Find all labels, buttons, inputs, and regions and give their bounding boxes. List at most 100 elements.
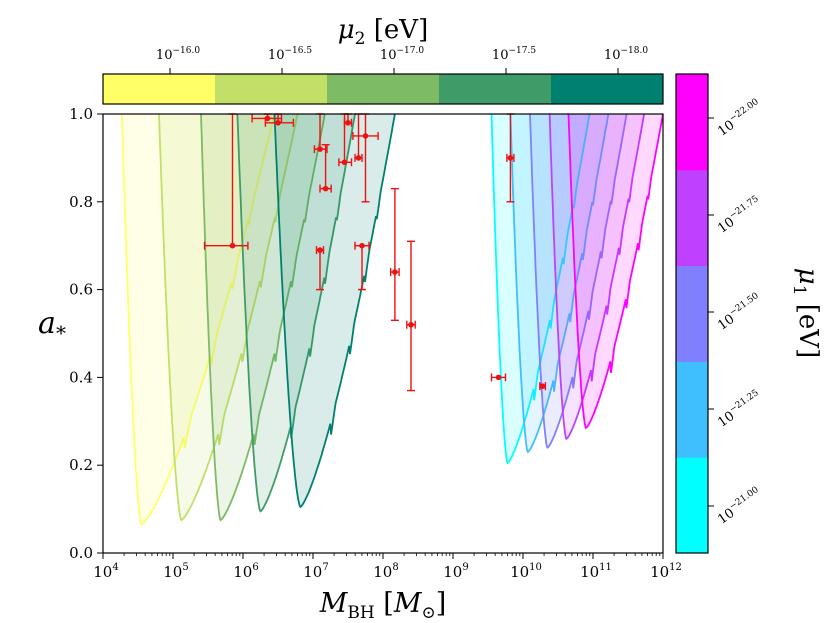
right-colorbar-tick-label-group: 10−21.25 — [714, 388, 765, 431]
x-tick-label: 106 — [233, 562, 258, 581]
bh-measurement — [315, 246, 325, 291]
bh-measurement — [390, 187, 400, 322]
exclusion-region-fill — [549, 114, 645, 439]
exclusion-region-fill — [510, 114, 609, 452]
x-tick-label: 105 — [163, 562, 188, 581]
bh-measurement — [354, 241, 370, 291]
bh-measurement — [313, 113, 328, 154]
exclusion-region-fill — [237, 114, 355, 512]
exclusion-regions — [121, 114, 663, 526]
right-colorbar-cell — [676, 265, 708, 362]
plot-background — [103, 114, 663, 553]
measurement-point — [275, 119, 281, 126]
top-colorbar-tick-label: 10−17.5 — [492, 46, 536, 63]
bh-measurements — [203, 113, 547, 392]
top-colorbar-ticks: 10−16.0 10−16.5 10−17.0 10−17.5 10−18.0 — [156, 46, 648, 74]
right-colorbar-tick-label: 10−21.75 — [714, 194, 765, 237]
y-tick-label: 1.0 — [69, 105, 93, 123]
y-tick-label: 0.6 — [69, 281, 93, 299]
exclusion-region-fill — [159, 114, 298, 521]
exclusion-region-fill — [530, 114, 627, 448]
top-colorbar: μ2 [eV] 10−16.0 10−16.5 10−17.0 10−17.5 10−1… — [102, 15, 664, 105]
right-colorbar: 10−21.00 10−21.25 10−21.50 10−21.75 10−22.00… — [675, 73, 823, 554]
bh-measurement — [203, 113, 249, 250]
exclusion-region-fill — [274, 114, 395, 507]
top-colorbar-cells — [103, 74, 664, 104]
top-colorbar-cell — [103, 74, 216, 104]
top-colorbar-tick-label: 10−17.0 — [380, 46, 424, 63]
measurement-point — [264, 115, 271, 122]
bh-measurement — [319, 144, 332, 193]
x-axis-ticks: 104 105 106 107 108 109 1010 1011 1012 — [93, 553, 682, 581]
top-colorbar-tick-label: 10−16.5 — [268, 46, 312, 63]
top-colorbar-label: μ2 [eV] — [338, 15, 428, 49]
exclusion-region-boundary — [529, 114, 628, 449]
measurement-point — [507, 155, 514, 161]
exclusion-region-fill — [491, 114, 590, 463]
measurement-point — [355, 155, 362, 161]
y-axis-ticks: 0.0 0.2 0.4 0.6 0.8 1.0 — [69, 105, 103, 562]
measurement-point — [495, 374, 502, 381]
right-colorbar-cell — [676, 457, 708, 554]
exclusion-region-boundary — [200, 114, 326, 522]
y-tick-label: 0.4 — [69, 368, 93, 386]
measurement-point — [359, 242, 365, 249]
right-colorbar-label: μ1 [eV] — [789, 268, 823, 358]
bh-measurement — [264, 113, 295, 127]
measurement-point — [539, 383, 546, 389]
x-tick-label: 108 — [373, 562, 398, 581]
top-colorbar-cell — [551, 74, 664, 104]
top-colorbar-cell — [439, 74, 552, 104]
right-colorbar-tick-label-group: 10−21.50 — [714, 291, 765, 334]
right-colorbar-frame — [675, 73, 709, 554]
measurement-point — [317, 247, 323, 253]
top-colorbar-tick-label: 10−18.0 — [604, 46, 648, 63]
right-colorbar-tick-label: 10−21.00 — [714, 485, 765, 528]
plot-area: 104 105 106 107 108 109 1010 1011 1012 0.0 0.2 0.4… — [38, 105, 682, 623]
right-colorbar-cell — [676, 169, 708, 267]
right-colorbar-cells — [676, 74, 708, 554]
exclusion-region-boundary — [567, 114, 663, 430]
x-tick-label: 1010 — [510, 562, 542, 581]
right-colorbar-tick-label-group: 10−21.00 — [714, 485, 765, 528]
top-colorbar-cell — [327, 74, 440, 104]
x-tick-label: 109 — [443, 562, 468, 581]
right-colorbar-tick-label-group: 10−22.00 — [714, 97, 765, 140]
right-colorbar-tick-label: 10−21.25 — [714, 388, 765, 431]
measurement-point — [345, 119, 351, 126]
exclusion-region-boundary — [509, 114, 610, 454]
bh-measurement — [539, 382, 547, 391]
top-colorbar-cell — [215, 74, 328, 104]
y-tick-label: 0.0 — [69, 544, 93, 562]
measurement-point — [408, 321, 414, 328]
exclusion-region-boundary — [490, 114, 591, 465]
right-colorbar-ticks: 10−21.00 10−21.25 10−21.50 10−21.75 10−22.00 — [708, 97, 765, 528]
x-tick-label: 107 — [303, 562, 328, 581]
right-colorbar-tick-label-group: 10−21.75 — [714, 194, 765, 237]
x-tick-label: 1012 — [650, 562, 682, 581]
exclusion-region-boundary — [273, 114, 396, 509]
top-colorbar-frame — [102, 73, 664, 105]
y-axis-label: a* — [38, 306, 66, 345]
measurement-point — [317, 146, 323, 152]
right-colorbar-tick-label: 10−22.00 — [714, 97, 765, 140]
top-colorbar-tick-label: 10−16.0 — [156, 46, 200, 63]
right-colorbar-cell — [676, 361, 708, 458]
x-tick-label: 104 — [93, 562, 118, 581]
measurement-point — [229, 242, 236, 249]
x-axis-label: MBH [M⊙] — [319, 588, 447, 623]
measurement-point — [392, 269, 398, 275]
y-tick-label: 0.2 — [69, 456, 93, 474]
exclusion-region-fill — [121, 114, 275, 525]
exclusion-region-boundary — [158, 114, 299, 522]
exclusion-region-boundary — [548, 114, 645, 441]
right-colorbar-tick-label: 10−21.50 — [714, 291, 765, 334]
right-colorbar-cell — [676, 74, 708, 171]
exclusion-region-boundary — [236, 114, 356, 513]
exclusion-region-fill — [568, 114, 663, 428]
measurement-point — [322, 185, 329, 192]
x-tick-label: 1011 — [580, 562, 612, 581]
measurement-point — [341, 159, 348, 166]
bh-measurement — [490, 373, 507, 382]
